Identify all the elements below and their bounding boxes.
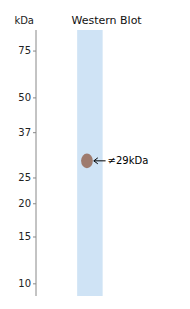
y-tick-label: 50	[18, 92, 31, 103]
annotation-arrowhead	[94, 158, 98, 164]
lane	[77, 30, 102, 296]
annotation-arrow	[94, 160, 106, 161]
y-tick-label: 15	[18, 231, 31, 242]
y-tick	[33, 51, 36, 52]
y-axis-line	[36, 30, 37, 296]
chart: 75 50 37 25 20 15 10 kDa Western Blot ≠29kDa	[0, 0, 190, 309]
y-tick	[33, 97, 36, 98]
band	[81, 154, 93, 169]
y-tick	[33, 132, 36, 133]
y-axis-label: kDa	[14, 15, 34, 26]
y-tick-label: 25	[18, 172, 31, 183]
y-tick-label: 37	[18, 127, 31, 138]
y-tick-label: 10	[18, 278, 31, 289]
y-tick-label: 20	[18, 198, 31, 209]
title: Western Blot	[71, 14, 142, 27]
y-tick	[33, 283, 36, 284]
plot-area	[77, 30, 102, 296]
y-tick	[33, 177, 36, 178]
y-tick	[33, 203, 36, 204]
y-tick	[33, 236, 36, 237]
annotation: ≠29kDa	[108, 155, 149, 166]
y-tick-label: 75	[18, 45, 31, 56]
